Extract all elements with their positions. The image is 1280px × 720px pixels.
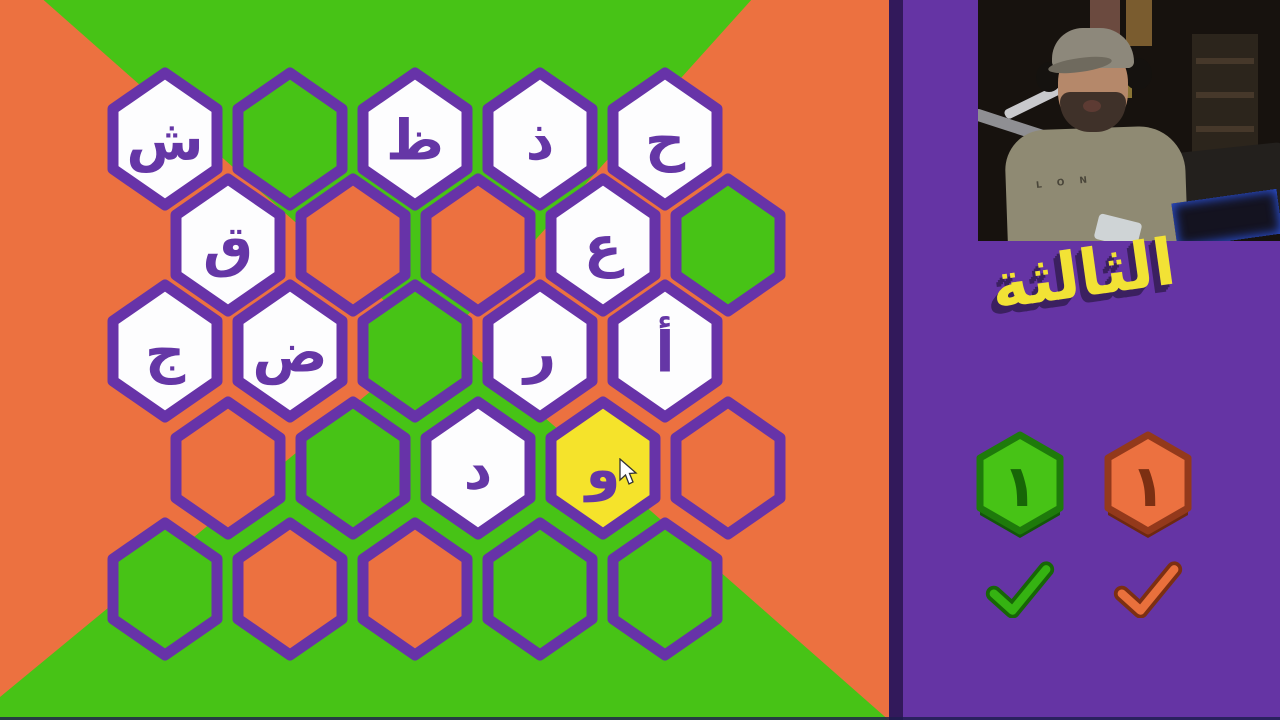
hex-tile[interactable] xyxy=(482,67,598,211)
score-card-orange: ١ xyxy=(1093,420,1203,622)
hex-tile[interactable] xyxy=(232,67,348,211)
hex-tile[interactable] xyxy=(545,396,661,540)
person-mouth xyxy=(1083,100,1101,112)
hex-tile[interactable] xyxy=(670,396,786,540)
hex-cell-r0c3[interactable]: ذ xyxy=(482,67,598,211)
hex-cell-r3c3[interactable]: و xyxy=(545,396,661,540)
hex-cell-r0c0[interactable]: ش xyxy=(107,67,223,211)
hex-tile[interactable] xyxy=(357,517,473,661)
shelf xyxy=(1192,34,1258,164)
hex-cell-r0c2[interactable]: ظ xyxy=(357,67,473,211)
hex-cell-r2c2[interactable] xyxy=(357,279,473,423)
hex-cell-r2c1[interactable]: ض xyxy=(232,279,348,423)
hex-cell-r1c2[interactable] xyxy=(420,173,536,317)
score-card-green: ١ xyxy=(965,420,1075,622)
checkmark-orange-icon xyxy=(1113,561,1183,619)
hex-tile[interactable] xyxy=(232,517,348,661)
hex-letter: ض xyxy=(252,321,327,386)
hex-tile[interactable] xyxy=(607,517,723,661)
hex-letter: د xyxy=(464,438,493,503)
hex-letter: ع xyxy=(584,215,625,280)
hex-cell-r2c0[interactable]: ج xyxy=(107,279,223,423)
hex-letter: ذ xyxy=(526,109,555,174)
hex-cell-r3c0[interactable] xyxy=(170,396,286,540)
scoreboard: ١ ١ xyxy=(903,420,1280,640)
hex-grid: ش ظ ذ ح ق ع ج ض ر أ د و xyxy=(107,67,786,661)
hex-letter: أ xyxy=(655,316,674,386)
hex-cell-r1c3[interactable]: ع xyxy=(545,173,661,317)
shelf-slat xyxy=(1196,126,1254,132)
hex-cell-r2c3[interactable]: ر xyxy=(482,279,598,423)
hex-tile[interactable] xyxy=(607,279,723,423)
hex-cell-r3c1[interactable] xyxy=(295,396,411,540)
hex-letter: ج xyxy=(145,321,186,386)
hex-cell-r4c0[interactable] xyxy=(107,517,223,661)
hex-tile[interactable] xyxy=(107,67,223,211)
hex-tile[interactable] xyxy=(545,173,661,317)
hex-cell-r4c1[interactable] xyxy=(232,517,348,661)
hex-tile[interactable] xyxy=(357,279,473,423)
wall-poster xyxy=(1126,0,1152,46)
hex-tile[interactable] xyxy=(607,67,723,211)
game-board-area: ش ظ ذ ح ق ع ج ض ر أ د و xyxy=(0,0,889,720)
divider-stripe xyxy=(889,0,903,720)
hex-cell-r4c4[interactable] xyxy=(607,517,723,661)
hex-cell-r4c3[interactable] xyxy=(482,517,598,661)
hex-letter: ح xyxy=(645,109,686,174)
hex-letter: و xyxy=(583,438,621,503)
hex-cell-r1c0[interactable]: ق xyxy=(170,173,286,317)
person-beard xyxy=(1060,92,1126,132)
checkmark-green-icon xyxy=(985,561,1055,619)
hex-tile[interactable] xyxy=(295,396,411,540)
score-value-green: ١ xyxy=(1002,452,1037,520)
hex-tile[interactable] xyxy=(295,173,411,317)
hex-cell-r0c4[interactable]: ح xyxy=(607,67,723,211)
shelf-slat xyxy=(1196,92,1254,98)
hex-tile[interactable] xyxy=(232,279,348,423)
hex-tile[interactable] xyxy=(482,279,598,423)
hex-tile[interactable] xyxy=(482,517,598,661)
hex-tile[interactable] xyxy=(357,67,473,211)
webcam-video: L O N xyxy=(978,0,1280,241)
hex-cell-r1c1[interactable] xyxy=(295,173,411,317)
hex-letter: ظ xyxy=(386,109,444,174)
hex-tile[interactable] xyxy=(170,396,286,540)
hex-tile[interactable] xyxy=(420,396,536,540)
hex-letter: ق xyxy=(203,215,253,280)
hex-letter: ش xyxy=(126,109,203,174)
hex-tile[interactable] xyxy=(107,517,223,661)
hex-letter: ر xyxy=(521,321,556,386)
sidebar: L O N الثالثة ١ xyxy=(903,0,1280,720)
shelf-slat xyxy=(1196,58,1254,64)
score-hexagon-orange: ١ xyxy=(1104,431,1192,538)
hex-cell-r3c4[interactable] xyxy=(670,396,786,540)
hex-cell-r3c2[interactable]: د xyxy=(420,396,536,540)
score-hexagon-green: ١ xyxy=(976,431,1064,538)
hex-cell-r1c4[interactable] xyxy=(670,173,786,317)
score-value-orange: ١ xyxy=(1130,452,1165,520)
hex-cell-r4c2[interactable] xyxy=(357,517,473,661)
hex-tile[interactable] xyxy=(420,173,536,317)
hex-tile[interactable] xyxy=(170,173,286,317)
mouse-cursor-icon xyxy=(619,458,638,485)
bottom-edge-line xyxy=(0,717,1280,720)
hex-tile[interactable] xyxy=(670,173,786,317)
hex-cell-r0c1[interactable] xyxy=(232,67,348,211)
hex-tile[interactable] xyxy=(107,279,223,423)
hex-cell-r2c4[interactable]: أ xyxy=(607,279,723,423)
